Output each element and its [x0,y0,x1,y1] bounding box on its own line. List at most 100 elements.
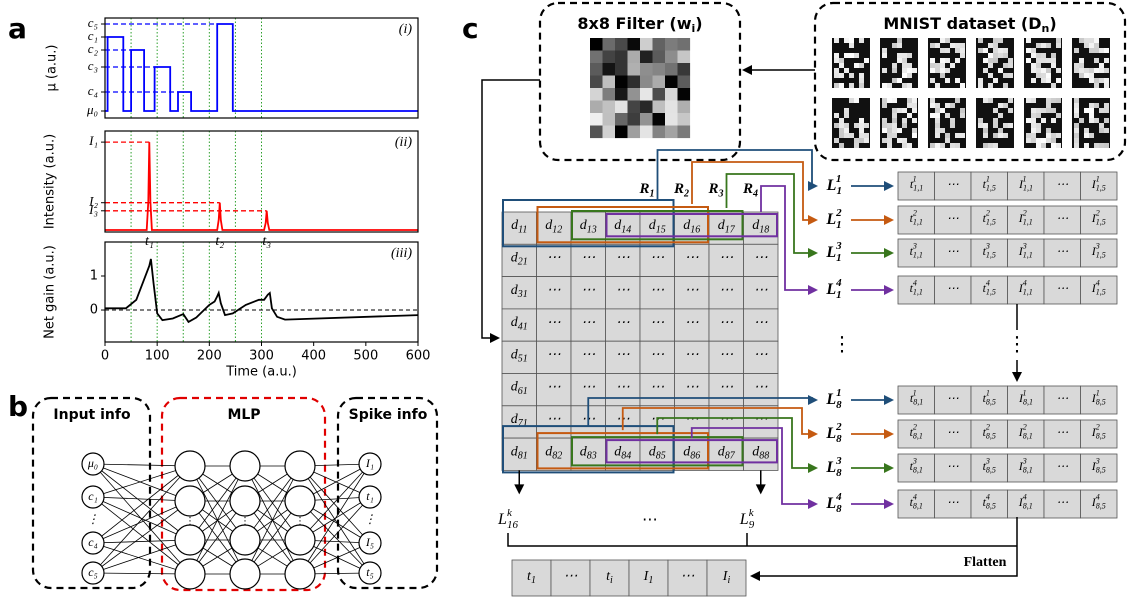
table-entry-sup: 1 [1022,388,1026,397]
mnist-pixel [998,38,1003,43]
matrix-entry: ⋯ [616,251,630,266]
filter-pixel [653,76,666,89]
table-entry-sup: 1 [986,388,990,397]
mnist-pixel [940,38,945,43]
matrix-entry: ⋯ [616,283,630,298]
table-entry-sub: 1,1 [1023,287,1033,296]
box-title: MNIST dataset (Dn) [883,14,1056,35]
mnist-pixel [1084,68,1089,73]
node [230,486,260,516]
mnist-pixel [1056,68,1061,73]
y-tick-label: 1 [90,269,98,284]
node-label: ⋮ [364,512,376,526]
filter-pixel [628,38,641,51]
y-axis-label: Intensity (a.u.) [43,134,58,229]
mnist-pixel [978,78,983,83]
table-entry: ⋯ [947,391,959,405]
mnist-pixel [955,143,960,148]
mnist-pixel [993,43,998,48]
mnist-pixel [1074,98,1079,103]
matrix-entry: ⋯ [754,380,768,395]
mnist-pixel [1099,78,1104,83]
mnist-pixel [1031,98,1036,103]
mnist-pixel [864,123,869,128]
mnist-pixel [902,63,907,68]
output-label-sup: 2 [835,206,842,218]
filter-pixel [628,126,641,139]
mnist-pixel [930,58,935,63]
mnist-pixel [1104,103,1109,108]
arrow-head [884,429,894,439]
mnist-pixel [859,73,864,78]
mnist-pixel [945,133,950,138]
mnist-pixel [1056,43,1061,48]
arrow-head [808,248,818,258]
table-entry-sub: 1,5 [1096,183,1106,192]
table-entry: ⋯ [1056,177,1068,191]
filter-pixel [590,88,603,101]
table-entry-sub: 1,1 [913,287,923,296]
mnist-pixel [1031,68,1036,73]
node-label: I₅ [365,535,374,549]
mnist-pixel [983,58,988,63]
mnist-pixel [940,48,945,53]
output-label-sub: 1 [836,184,841,196]
filter-pixel [603,63,616,76]
y-tick-label: c₄ [88,83,99,98]
mnist-pixel [907,63,912,68]
filter-pixel [590,51,603,64]
mnist-pixel [930,68,935,73]
mnist-pixel [1036,63,1041,68]
flatten-label: Flatten [964,555,1007,570]
mnist-pixel [1051,108,1056,113]
window-label: R1 [638,181,654,199]
mnist-pixel [849,43,854,48]
mnist-pixel [1008,108,1013,113]
mnist-pixel [1046,68,1051,73]
mnist-pixel [983,123,988,128]
mnist-pixel [998,68,1003,73]
mnist-pixel [1084,38,1089,43]
mnist-pixel [1051,143,1056,148]
mnist-pixel [935,113,940,118]
mnist-pixel [882,98,887,103]
x-tick-label: 0 [101,349,109,364]
mnist-pixel [955,133,960,138]
mnist-pixel [1041,68,1046,73]
arrow-head [884,248,894,258]
panel-label: c [462,12,479,45]
mnist-pixel [892,128,897,133]
arrow-head [808,429,818,439]
mnist-pixel [945,138,950,143]
mnist-pixel [978,38,983,43]
table-entry-sub: 8,5 [1096,465,1106,474]
mnist-pixel [1089,38,1094,43]
arrow-head [808,215,818,225]
filter-pixel [640,38,653,51]
layer-label: L9k [739,506,755,530]
mnist-pixel [844,108,849,113]
mnist-pixel [887,133,892,138]
mnist-pixel [882,83,887,88]
mnist-pixel [1036,73,1041,78]
output-label-sup: 3 [835,454,842,466]
mnist-pixel [892,43,897,48]
mnist-pixel [1046,103,1051,108]
matrix-entry: ⋯ [616,380,630,395]
filter-pixel [615,76,628,89]
mnist-pixel [988,43,993,48]
mnist-pixel [935,118,940,123]
table-entry-sup: 3 [985,456,990,465]
y-tick-label: μ₀ [86,102,98,117]
filter-pixel [603,38,616,51]
table-entry-sub: 1,5 [986,287,996,296]
mnist-pixel [1041,118,1046,123]
node [285,451,315,481]
mnist-pixel [1089,118,1094,123]
table-entry-sup: 1 [913,174,917,183]
mnist-pixel [1094,68,1099,73]
mnist-pixel [1046,73,1051,78]
window-label-base: R [742,181,753,197]
layer-label: ⋯ [642,510,658,529]
mnist-pixel [1003,48,1008,53]
